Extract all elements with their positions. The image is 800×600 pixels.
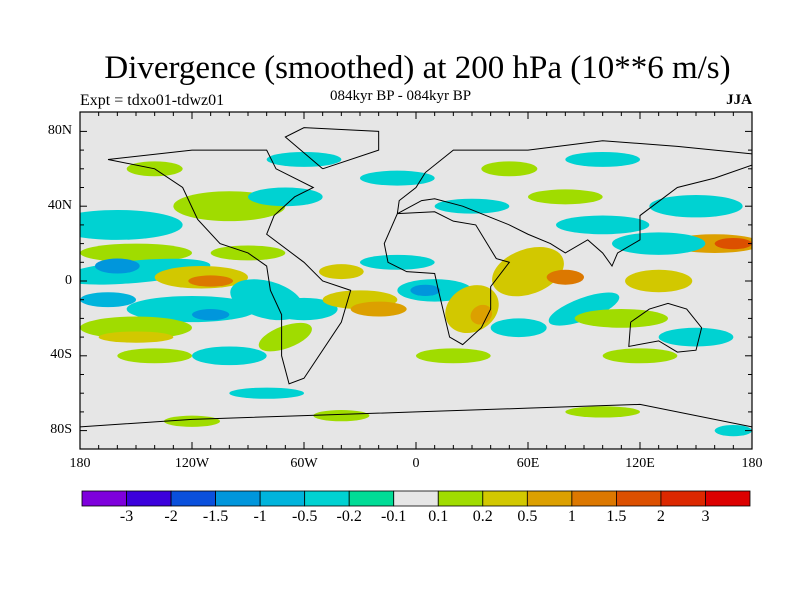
colorbar-label: 0.1	[428, 508, 449, 525]
colorbar-box	[304, 490, 350, 507]
colorbar-box	[259, 490, 306, 507]
period-label: 084kyr BP - 084kyr BP	[330, 88, 472, 104]
y-tick-label: 80S	[50, 422, 72, 437]
colorbar-label: 2	[656, 508, 665, 525]
colorbar-box	[215, 490, 261, 507]
x-tick-label: 180	[741, 456, 763, 471]
colorbar-label: -0.2	[336, 508, 362, 525]
contour-region	[229, 387, 304, 399]
contour-fills	[80, 151, 752, 437]
contour-region	[548, 292, 620, 326]
contour-region	[117, 348, 192, 364]
x-tick-label: 120W	[174, 456, 210, 471]
contour-region	[360, 254, 435, 270]
colorbar-box	[571, 490, 617, 507]
colorbar-label: -1.5	[202, 508, 229, 525]
contour-region	[649, 194, 743, 218]
coastline	[107, 149, 352, 385]
contour-region	[714, 424, 752, 437]
contour-region	[192, 346, 267, 366]
contour-region	[270, 297, 338, 321]
contour-region	[714, 237, 752, 250]
colorbar-box	[81, 490, 127, 507]
contour-region	[416, 348, 491, 364]
contour-region	[248, 187, 323, 207]
contour-region	[192, 309, 230, 321]
colorbar-label: 0.2	[472, 508, 493, 525]
colorbar-label: -0.1	[381, 508, 407, 525]
y-tick-label: 0	[65, 273, 72, 288]
colorbar-label: 3	[701, 508, 710, 525]
contour-region	[565, 151, 641, 167]
contour-region	[658, 327, 734, 347]
contour-region	[266, 151, 342, 167]
colorbar-label: -3	[119, 508, 134, 525]
contour-region	[490, 318, 547, 338]
colorbar-label: 0.5	[517, 508, 538, 525]
contour-region	[188, 275, 234, 287]
y-tick-label: 40S	[50, 347, 72, 362]
colorbar-box	[126, 490, 172, 507]
contour-region	[318, 264, 364, 280]
contour-region	[164, 415, 220, 427]
contour-region	[612, 232, 706, 255]
colorbar-box	[482, 490, 528, 507]
colorbar-box	[437, 490, 484, 507]
y-tick-label: 80N	[47, 123, 72, 138]
colorbar-label: -0.5	[291, 508, 318, 525]
contour-region	[470, 304, 493, 325]
coastline	[284, 127, 380, 170]
coastline	[396, 140, 752, 268]
contour-region	[565, 406, 641, 418]
contour-region	[602, 348, 678, 364]
colorbar-box	[616, 490, 662, 507]
colorbar-label: -2	[164, 508, 178, 525]
season-label: JJA	[726, 92, 752, 108]
contour-region	[625, 269, 693, 293]
colorbar-label: 1	[567, 508, 576, 525]
contour-region	[350, 301, 407, 317]
plot-title: Divergence (smoothed) at 200 hPa (10**6 …	[104, 50, 731, 86]
contour-region	[80, 316, 192, 339]
colorbar-box	[170, 490, 216, 507]
contour-region	[80, 209, 183, 240]
colorbar-box	[393, 490, 439, 507]
contour-region	[313, 410, 370, 422]
coastline	[628, 302, 703, 353]
colorbar-box	[526, 490, 573, 507]
contour-region	[434, 198, 510, 214]
contour-region	[98, 331, 174, 343]
contour-region	[410, 284, 441, 296]
coastline	[383, 211, 511, 346]
experiment-label: Expt = tdxo01-tdwz01	[80, 92, 225, 109]
colorbar-box	[348, 490, 395, 507]
x-tick-label: 60E	[516, 456, 540, 471]
contour-region	[80, 243, 192, 263]
y-tick-label: 40N	[47, 198, 72, 213]
contour-region	[492, 246, 564, 297]
colorbar-box	[705, 490, 751, 507]
x-tick-label: 60W	[290, 456, 318, 471]
contour-region	[481, 161, 538, 177]
x-tick-label: 180	[69, 456, 91, 471]
colorbar-box	[660, 490, 706, 507]
contour-region	[360, 170, 435, 186]
contour-region	[556, 215, 650, 235]
contour-region	[258, 322, 312, 352]
colorbar-label: -1	[253, 508, 267, 525]
contour-region	[546, 269, 584, 285]
colorbar-label: 1.5	[606, 508, 627, 525]
contour-region	[94, 258, 140, 274]
x-tick-label: 120E	[625, 456, 655, 471]
contour-region	[528, 189, 603, 205]
coastline	[80, 403, 752, 428]
x-tick-label: 0	[412, 456, 420, 471]
contour-region	[574, 309, 668, 328]
contour-region	[80, 292, 136, 308]
